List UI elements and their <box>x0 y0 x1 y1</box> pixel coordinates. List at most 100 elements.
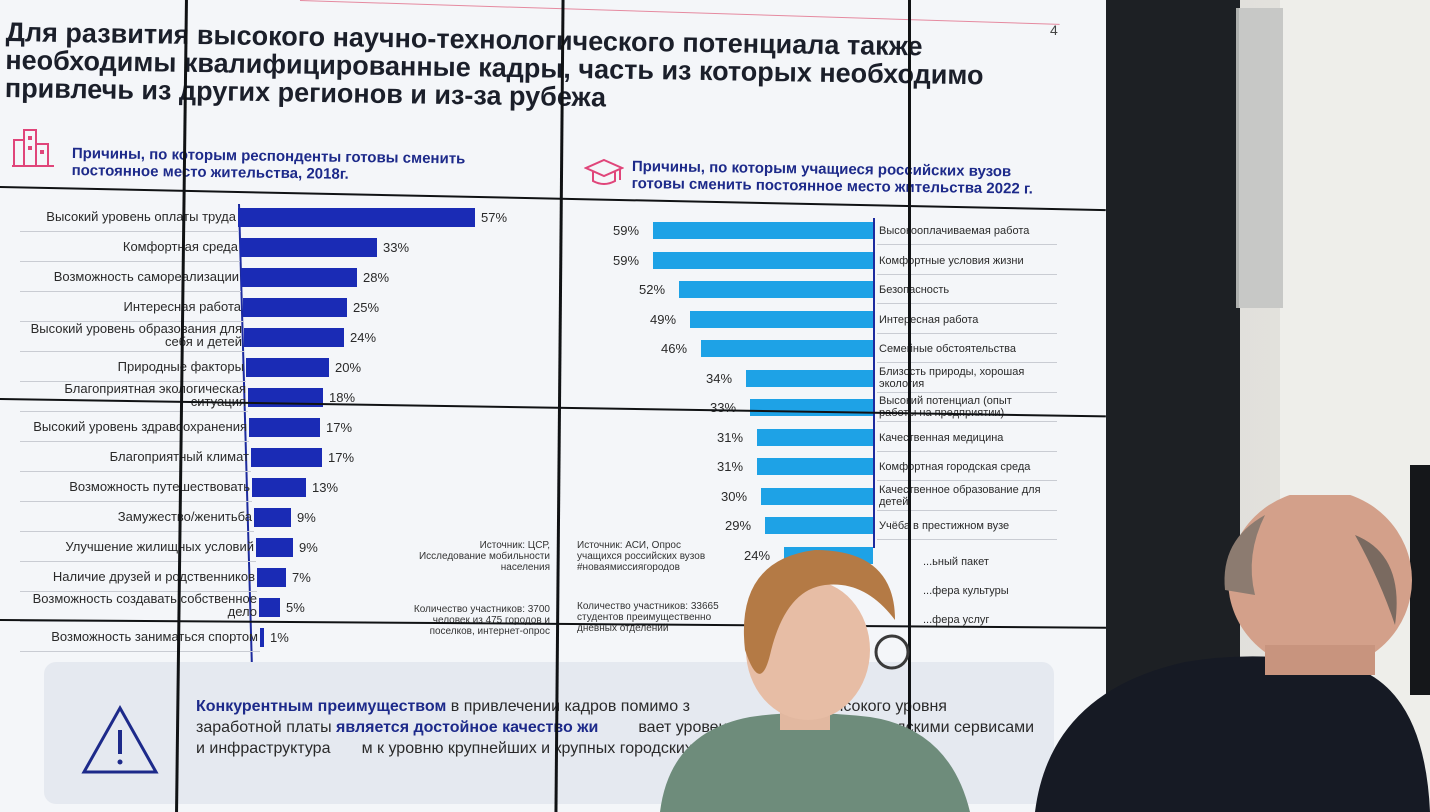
left-bar <box>246 358 329 377</box>
right-category-label: Интересная работа <box>879 313 979 326</box>
row-divider <box>20 561 256 562</box>
left-value-label: 5% <box>286 600 305 615</box>
right-source: Источник: АСИ, Опрос учащихся российских… <box>577 540 706 573</box>
right-bar <box>690 310 873 328</box>
row-divider <box>20 651 260 652</box>
right-category-label: Комфортные условия жизни <box>879 254 1024 267</box>
right-value-label: 52% <box>639 282 666 297</box>
right-chart-axis <box>873 218 875 548</box>
row-divider <box>20 261 240 262</box>
row-divider <box>877 509 1057 511</box>
row-divider <box>20 471 251 472</box>
right-bar <box>701 340 873 357</box>
row-divider <box>20 531 254 532</box>
row-divider <box>877 480 1057 481</box>
right-category-label-partial: ...фера культуры <box>923 585 1009 597</box>
screen-seam-vertical <box>908 0 911 812</box>
left-category-label: Высокий уровень оплаты труда <box>46 209 236 224</box>
row-divider <box>877 244 1057 245</box>
left-value-label: 20% <box>335 360 362 375</box>
graduation-cap-icon <box>584 158 624 185</box>
right-bar <box>653 251 873 269</box>
left-value-label: 17% <box>328 450 355 465</box>
left-value-label: 57% <box>481 210 508 225</box>
right-chart-subtitle: Причины, по которым учащиеся российских … <box>631 158 1033 198</box>
right-value-label: 31% <box>717 429 744 445</box>
left-category-label: Интересная работа <box>123 299 241 314</box>
right-category-label: Семейные обстоятельства <box>879 343 1017 355</box>
right-category-label: Близость природы, хорошая экология <box>879 365 1025 390</box>
left-value-label: 9% <box>299 540 318 555</box>
row-divider <box>20 351 244 352</box>
row-divider <box>877 421 1057 422</box>
right-category-label-partial: ...ьный пакет <box>923 556 989 568</box>
woman-figure <box>660 550 970 812</box>
left-bar <box>260 628 264 647</box>
warning-icon <box>81 704 159 774</box>
row-divider <box>877 391 1057 393</box>
left-bar <box>256 538 293 557</box>
right-category-label: Комфортная городская среда <box>879 461 1031 473</box>
left-category-label: Возможность создавать собственное дело <box>32 591 257 619</box>
row-divider <box>20 321 243 322</box>
wall-speaker <box>1236 8 1283 308</box>
left-category-label: Высокий уровень образования для себя и д… <box>30 321 242 349</box>
left-bar <box>244 328 344 347</box>
right-value-label: 31% <box>717 459 744 474</box>
left-category-label: Комфортная среда <box>122 239 238 254</box>
right-value-label: 59% <box>613 223 640 238</box>
left-category-label: Возможность путешествовать <box>69 479 250 494</box>
right-bar <box>679 281 873 298</box>
left-bar <box>259 598 280 617</box>
right-value-label: 59% <box>613 252 640 268</box>
right-value-label: 46% <box>661 341 688 356</box>
header-line <box>299 0 1060 25</box>
left-value-label: 18% <box>329 390 356 405</box>
row-divider <box>20 411 248 412</box>
left-value-label: 24% <box>350 330 377 345</box>
left-category-label: Возможность самореализации <box>53 269 239 284</box>
right-bar <box>765 517 873 534</box>
left-value-label: 28% <box>363 270 390 285</box>
right-category-label-partial: ...фера услуг <box>923 614 990 626</box>
row-divider <box>877 303 1057 304</box>
left-value-label: 33% <box>383 240 410 255</box>
left-bar <box>240 238 377 257</box>
right-category-label: Безопасность <box>879 284 950 296</box>
row-divider <box>20 291 241 292</box>
row-divider <box>20 501 252 502</box>
left-bar <box>252 478 306 497</box>
note-text: Конкурентным преимуществом в привлечении… <box>196 698 1035 757</box>
right-value-label: 30% <box>721 488 748 504</box>
right-bar <box>653 222 873 239</box>
right-category-label: Высокооплачиваемая работа <box>879 225 1030 237</box>
row-divider <box>20 381 246 382</box>
left-value-label: 1% <box>270 630 289 645</box>
left-category-label: Возможность заниматься спортом <box>51 629 258 644</box>
left-value-label: 25% <box>353 300 380 315</box>
row-divider <box>877 273 1057 275</box>
right-bar <box>746 369 873 387</box>
left-bar <box>243 298 347 317</box>
row-divider <box>877 362 1057 363</box>
left-category-label: Замужество/женитьба <box>117 509 252 524</box>
page-number: 4 <box>1050 22 1058 38</box>
right-category-label: Качественная медицина <box>879 431 1004 444</box>
left-bar <box>254 508 291 527</box>
left-bar <box>241 268 357 287</box>
right-value-label: 24% <box>744 547 771 563</box>
left-participants: Количество участников: 3700 человек из 4… <box>413 604 550 637</box>
row-divider <box>20 591 257 592</box>
left-category-label: Благоприятный климат <box>109 449 249 464</box>
left-bar <box>251 448 322 467</box>
row-divider <box>877 332 1057 334</box>
right-value-label: 49% <box>650 311 677 327</box>
right-bar <box>761 487 873 505</box>
right-category-label: Учёба в престижном вузе <box>879 520 1010 532</box>
left-category-label: Высокий уровень здравоохранения <box>33 419 247 434</box>
row-divider <box>877 450 1057 452</box>
left-chart-subtitle: Причины, по которым респонденты готовы с… <box>71 145 466 183</box>
left-value-label: 17% <box>326 420 353 435</box>
right-value-label: 34% <box>706 370 733 386</box>
row-divider <box>20 441 249 442</box>
